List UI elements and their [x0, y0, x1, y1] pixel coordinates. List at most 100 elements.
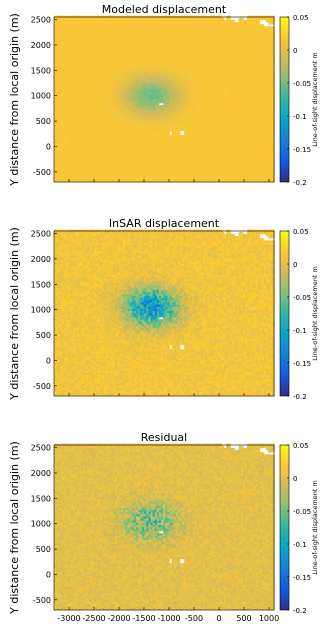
data-cell: [100, 141, 103, 144]
data-cell: [165, 28, 168, 31]
data-cell: [144, 96, 147, 100]
data-cell: [83, 105, 86, 108]
data-cell: [60, 120, 63, 123]
data-cell: [68, 122, 72, 125]
data-cell: [60, 169, 63, 172]
data-cell: [106, 88, 109, 91]
data-cell: [167, 51, 170, 55]
data-cell: [180, 109, 183, 112]
data-cell: [62, 30, 65, 34]
data-cell: [140, 162, 143, 166]
data-cell: [159, 79, 162, 83]
data-cell: [85, 137, 88, 140]
data-cell: [93, 79, 97, 83]
data-cell: [72, 132, 76, 136]
data-cell: [62, 73, 65, 76]
data-cell: [144, 115, 147, 119]
data-cell: [108, 111, 111, 115]
data-cell: [56, 115, 59, 119]
data-cell: [106, 73, 109, 76]
data-cell: [152, 90, 156, 93]
data-cell: [165, 75, 168, 78]
data-cell: [106, 94, 109, 98]
data-cell: [102, 107, 105, 110]
data-cell: [60, 75, 63, 78]
data-cell: [104, 177, 107, 181]
data-cell: [131, 37, 135, 40]
data-cell: [175, 154, 179, 157]
data-cell: [171, 90, 174, 93]
data-cell: [106, 30, 109, 34]
data-cell: [72, 135, 76, 138]
data-cell: [77, 137, 80, 140]
data-cell: [60, 45, 63, 48]
data-cell: [138, 147, 141, 151]
data-cell: [161, 86, 164, 89]
data-cell: [135, 51, 139, 55]
data-cell: [112, 45, 116, 48]
data-cell: [60, 124, 63, 127]
data-cell: [129, 103, 132, 106]
data-cell: [123, 22, 126, 25]
data-cell: [129, 47, 132, 51]
data-cell: [83, 130, 86, 134]
data-cell: [165, 152, 168, 155]
data-cell: [62, 150, 65, 153]
data-cell: [87, 75, 90, 78]
data-cell: [125, 64, 128, 68]
data-cell: [150, 130, 153, 134]
data-cell: [161, 26, 164, 29]
data-cell: [140, 81, 143, 85]
data-cell: [64, 160, 67, 164]
data-cell: [66, 86, 69, 89]
data-cell: [89, 73, 93, 76]
data-cell: [102, 118, 105, 121]
data-cell: [108, 49, 111, 53]
data-cell: [150, 79, 153, 83]
data-cell: [127, 49, 130, 53]
data-cell: [154, 137, 158, 140]
data-cell: [117, 32, 120, 36]
data-cell: [180, 128, 183, 132]
data-cell: [77, 179, 80, 183]
data-cell: [142, 73, 145, 76]
data-cell: [83, 58, 86, 61]
data-cell: [77, 143, 80, 147]
data-cell: [54, 100, 57, 104]
data-cell: [56, 137, 59, 140]
data-cell: [87, 109, 90, 112]
data-cell: [79, 128, 82, 132]
data-cell: [150, 90, 153, 93]
data-cell: [123, 75, 126, 78]
data-cell: [56, 92, 59, 95]
data-cell: [180, 169, 183, 172]
data-cell: [163, 30, 166, 34]
data-cell: [180, 88, 183, 91]
data-cell: [85, 115, 88, 119]
data-cell: [98, 96, 101, 100]
data-cell: [60, 109, 63, 112]
data-cell: [129, 24, 132, 27]
data-cell: [87, 118, 90, 121]
data-cell: [96, 86, 99, 89]
data-cell: [125, 94, 128, 98]
data-cell: [152, 175, 156, 179]
data-cell: [85, 37, 88, 40]
data-cell: [54, 103, 57, 106]
data-cell: [87, 120, 90, 123]
data-cell: [106, 132, 109, 136]
data-cell: [64, 19, 67, 23]
data-cell: [144, 60, 147, 63]
data-cell: [102, 96, 105, 100]
data-cell: [159, 17, 162, 21]
data-cell: [100, 51, 103, 55]
data-cell: [146, 154, 149, 157]
data-cell: [72, 45, 76, 48]
data-cell: [56, 75, 59, 78]
data-cell: [161, 62, 164, 66]
data-cell: [72, 128, 76, 132]
data-cell: [171, 118, 174, 121]
data-cell: [56, 171, 59, 174]
data-cell: [60, 86, 63, 89]
data-cell: [127, 86, 130, 89]
